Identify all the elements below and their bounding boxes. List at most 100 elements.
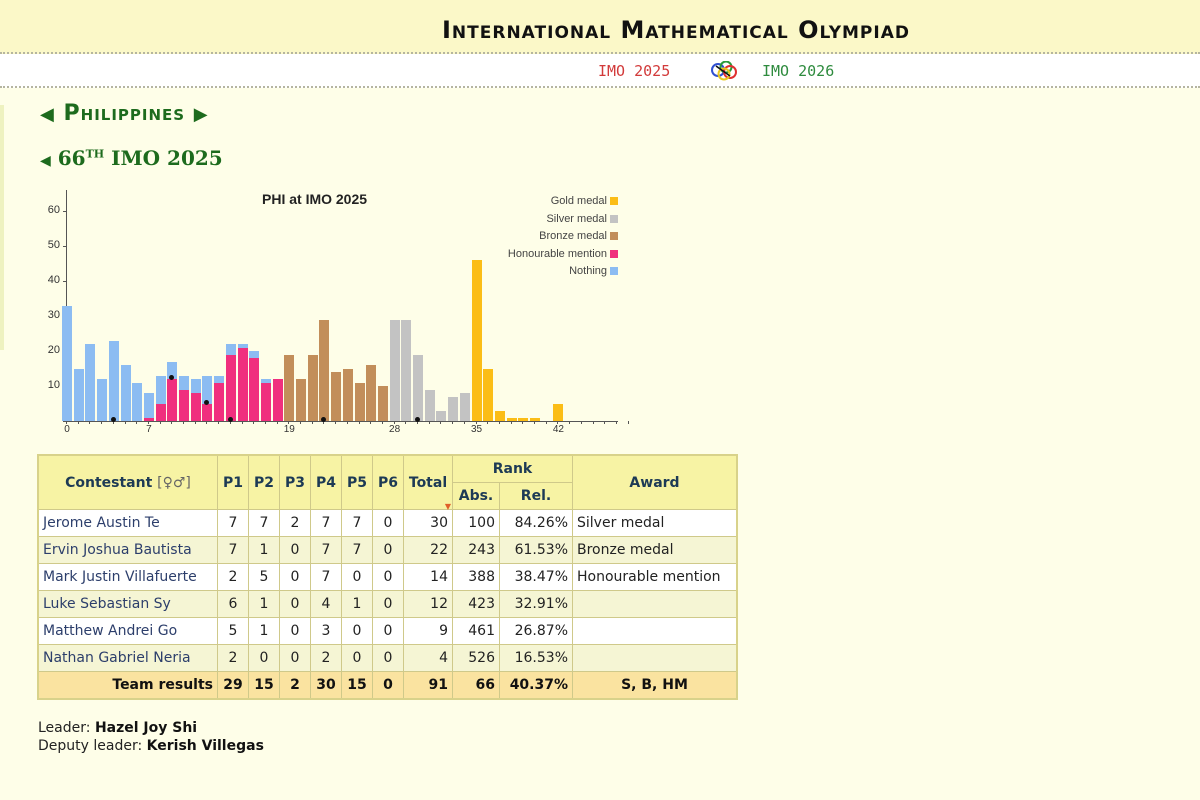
team-awards: S, B, HM <box>572 671 738 700</box>
histogram-bar <box>436 410 447 421</box>
score-total: 22 <box>403 536 453 564</box>
score-p4: 2 <box>310 644 342 672</box>
header-p3[interactable]: P3 <box>279 454 311 510</box>
header-p4[interactable]: P4 <box>310 454 342 510</box>
award <box>572 590 738 618</box>
team-p2: 15 <box>248 671 280 700</box>
x-tick-mark <box>335 421 337 424</box>
imo-rings-logo-icon[interactable] <box>708 61 740 81</box>
contestant-link[interactable]: Jerome Austin Te <box>37 509 218 537</box>
bronze-swatch-icon <box>610 232 618 241</box>
score-p6: 0 <box>372 644 404 672</box>
country-heading: ◀ Philippines ▶ <box>40 101 209 126</box>
histogram-bar <box>483 368 494 421</box>
legend-bronze: Bronze medal <box>508 228 618 246</box>
x-tick-mark <box>417 421 418 424</box>
x-tick-mark <box>475 421 477 424</box>
header-award[interactable]: Award <box>572 454 738 510</box>
score-p1: 7 <box>217 509 249 537</box>
rank-rel: 32.91% <box>499 590 573 618</box>
header-contestant[interactable]: Contestant [♀♂] <box>37 454 218 510</box>
x-tick-mark <box>229 421 231 424</box>
x-tick-mark <box>381 421 383 424</box>
histogram-bar <box>73 368 84 421</box>
histogram-bar <box>448 396 459 421</box>
team-p1: 29 <box>217 671 249 700</box>
x-tick-mark <box>300 421 301 424</box>
chart-title: PHI at IMO 2025 <box>262 191 368 207</box>
y-tick-mark <box>63 246 67 247</box>
histogram-bar <box>260 382 271 421</box>
histogram-bar <box>354 382 365 421</box>
award <box>572 644 738 672</box>
histogram-bar <box>459 393 470 421</box>
honourable-swatch-icon <box>610 249 618 258</box>
header-rank-rel[interactable]: Rel. <box>499 482 573 510</box>
x-tick-mark <box>77 421 79 424</box>
leader-name: Hazel Joy Shi <box>94 720 198 736</box>
header-p5[interactable]: P5 <box>341 454 373 510</box>
team-member-marker <box>415 417 420 422</box>
histogram-bar <box>506 417 517 421</box>
silver-swatch-icon <box>610 214 618 223</box>
header-rank: Rank <box>452 454 573 483</box>
site-title[interactable]: International Mathematical Olympiad <box>442 16 910 44</box>
x-tick-mark <box>276 421 278 424</box>
table-row: Nathan Gabriel Neria 2 0 0 2 0 0 4 526 1… <box>37 644 738 672</box>
x-tick-mark <box>218 421 220 424</box>
score-p3: 0 <box>279 644 311 672</box>
histogram-bar <box>108 340 119 421</box>
contestant-link[interactable]: Luke Sebastian Sy <box>37 590 218 618</box>
contestant-link[interactable]: Mark Justin Villafuerte <box>37 563 218 591</box>
table-row: Ervin Joshua Bautista 7 1 0 7 7 0 22 243… <box>37 536 738 564</box>
rank-abs: 243 <box>452 536 500 564</box>
score-p6: 0 <box>372 617 404 645</box>
histogram-bar <box>62 305 72 421</box>
x-tick-mark <box>346 421 348 424</box>
team-rank-abs: 66 <box>452 671 500 700</box>
nav-next-imo-link[interactable]: IMO 2026 <box>762 62 835 80</box>
histogram-bar <box>214 382 225 421</box>
next-country-arrow-icon[interactable]: ▶ <box>193 104 209 125</box>
histogram-bar <box>530 417 540 421</box>
histogram-bar <box>120 365 131 421</box>
header-rank-abs[interactable]: Abs. <box>452 482 500 510</box>
x-tick-mark <box>393 421 395 424</box>
contestant-link[interactable]: Matthew Andrei Go <box>37 617 218 645</box>
contestant-link[interactable]: Nathan Gabriel Neria <box>37 644 218 672</box>
x-tick-mark <box>136 421 138 424</box>
x-tick-mark <box>159 421 161 424</box>
header-p1[interactable]: P1 <box>217 454 249 510</box>
histogram-bar <box>366 365 377 421</box>
team-results-label: Team results <box>37 671 218 700</box>
histogram-bar <box>401 319 412 421</box>
histogram-bar <box>342 368 353 421</box>
nav-prev-imo-link[interactable]: IMO 2025 <box>598 62 671 80</box>
y-tick-label: 40 <box>47 274 60 286</box>
x-tick-mark <box>206 421 208 424</box>
gender-icon[interactable]: [♀♂] <box>157 474 191 491</box>
prev-edition-arrow-icon[interactable]: ◀ <box>40 153 51 169</box>
team-results-row: Team results 29 15 2 30 15 0 91 66 40.37… <box>37 671 738 700</box>
x-tick-mark <box>405 421 407 424</box>
x-tick-mark <box>592 421 594 424</box>
x-tick-label: 35 <box>470 424 483 435</box>
deputy-leader-line: Deputy leader: Kerish Villegas <box>38 737 264 755</box>
country-name: Philippines <box>63 101 186 126</box>
histogram-bar <box>237 344 248 348</box>
header-total[interactable]: Total ▼ <box>403 454 453 511</box>
rank-abs: 100 <box>452 509 500 537</box>
prev-country-arrow-icon[interactable]: ◀ <box>40 104 55 125</box>
score-total: 30 <box>403 509 453 537</box>
histogram-bar <box>225 354 236 421</box>
header-p2[interactable]: P2 <box>248 454 280 510</box>
header-p6[interactable]: P6 <box>372 454 404 510</box>
contestant-link[interactable]: Ervin Joshua Bautista <box>37 536 218 564</box>
score-p1: 5 <box>217 617 249 645</box>
score-p5: 0 <box>341 617 373 645</box>
histogram-bar <box>424 389 435 421</box>
histogram-bar <box>377 386 388 421</box>
rank-rel: 26.87% <box>499 617 573 645</box>
x-tick-mark <box>288 421 290 424</box>
histogram-bar <box>272 379 283 421</box>
